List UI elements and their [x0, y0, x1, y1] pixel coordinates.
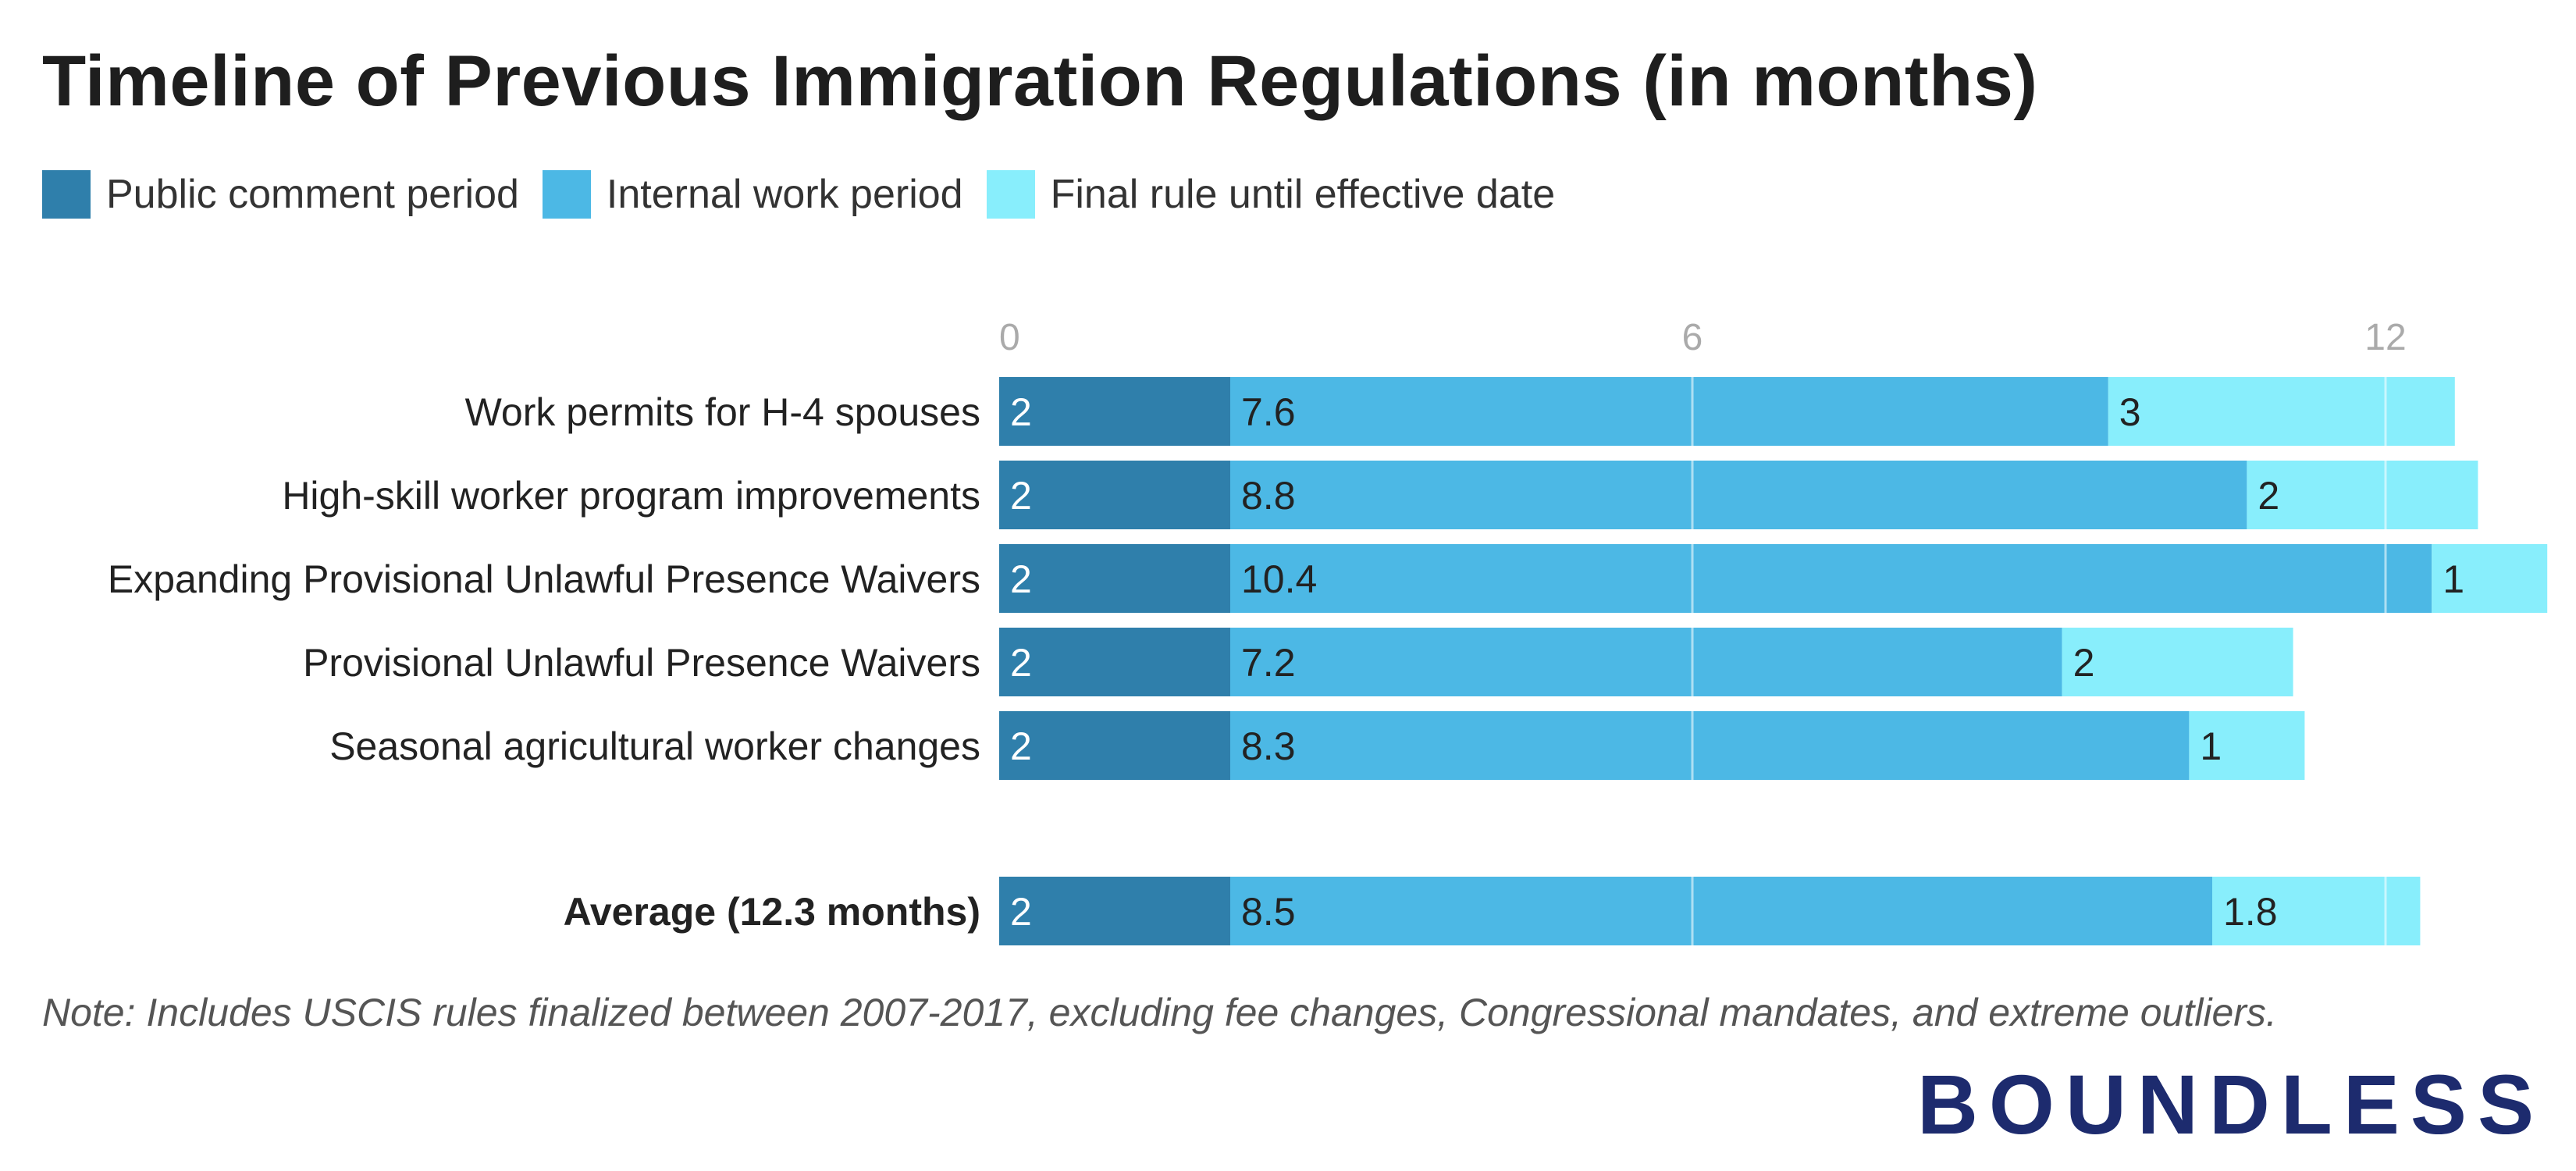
bar-segment [999, 377, 1230, 446]
bar-data-label: 7.2 [1241, 641, 1296, 685]
legend-label: Internal work period [606, 172, 963, 217]
bar-data-label: 8.3 [1241, 724, 1296, 768]
bar-data-label: 8.8 [1241, 474, 1296, 518]
bar-data-label: 2 [2258, 474, 2279, 518]
legend-label: Final rule until effective date [1050, 172, 1556, 217]
bar-segment [999, 877, 1230, 945]
brand-logo: BOUNDLESS [1916, 1057, 2545, 1151]
bar-data-label: 2 [1010, 557, 1032, 601]
category-label: High-skill worker program improvements [282, 474, 980, 518]
stacked-bar-chart: 2 7.6 3 Work permits for H-4 spouses 2 8.8 2 Hi… [107, 317, 2548, 945]
bar-segment [999, 711, 1230, 780]
legend-swatch [986, 170, 1035, 219]
category-label: Average (12.3 months) [564, 890, 980, 934]
bar-data-label: 10.4 [1241, 557, 1317, 601]
bar-data-label: 1 [2200, 724, 2222, 768]
bar-data-label: 3 [2119, 390, 2141, 434]
bar-data-label: 2 [1010, 390, 1032, 434]
category-label: Provisional Unlawful Presence Waivers [303, 641, 980, 685]
legend-item-internal-work: Internal work period [542, 170, 963, 219]
bar-data-label: 2 [1010, 474, 1032, 518]
bar-segment [1230, 711, 2190, 780]
x-tick-label: 6 [1682, 317, 1703, 358]
bar-segment [2247, 461, 2478, 529]
bar-segment [2108, 377, 2455, 446]
chart-title: Timeline of Previous Immigration Regulat… [42, 41, 2038, 121]
x-tick-label: 12 [2364, 317, 2406, 358]
bar-segment [2062, 628, 2293, 696]
bar-segment [1230, 377, 2108, 446]
legend-swatch [42, 170, 91, 219]
bar-segment [2189, 711, 2305, 780]
bar-segment [2432, 544, 2548, 613]
legend-label: Public comment period [106, 172, 519, 217]
bar-segment [999, 628, 1230, 696]
bar-data-label: 2 [2073, 641, 2095, 685]
bar-segment [1230, 628, 2062, 696]
bar-data-label: 1.8 [2223, 890, 2278, 934]
legend-item-final-rule: Final rule until effective date [986, 170, 1556, 219]
chart-note: Note: Includes USCIS rules finalized bet… [42, 991, 2277, 1034]
bar-segment [1230, 461, 2247, 529]
bar-segment [1230, 544, 2432, 613]
bar-data-label: 1 [2443, 557, 2464, 601]
bar-data-label: 8.5 [1241, 890, 1296, 934]
chart-legend: Public comment period Internal work peri… [42, 170, 1578, 219]
bar-data-label: 2 [1010, 641, 1032, 685]
category-label: Work permits for H-4 spouses [465, 390, 980, 434]
bar-data-label: 2 [1010, 890, 1032, 934]
category-label: Expanding Provisional Unlawful Presence … [108, 557, 980, 601]
legend-swatch [542, 170, 591, 219]
legend-item-public-comment: Public comment period [42, 170, 519, 219]
bar-data-label: 2 [1010, 724, 1032, 768]
bar-segment [1230, 877, 2212, 945]
bar-segment [999, 544, 1230, 613]
bar-segment [999, 461, 1230, 529]
bar-data-label: 7.6 [1241, 390, 1296, 434]
x-tick-label: 0 [999, 317, 1020, 358]
category-label: Seasonal agricultural worker changes [329, 724, 980, 768]
